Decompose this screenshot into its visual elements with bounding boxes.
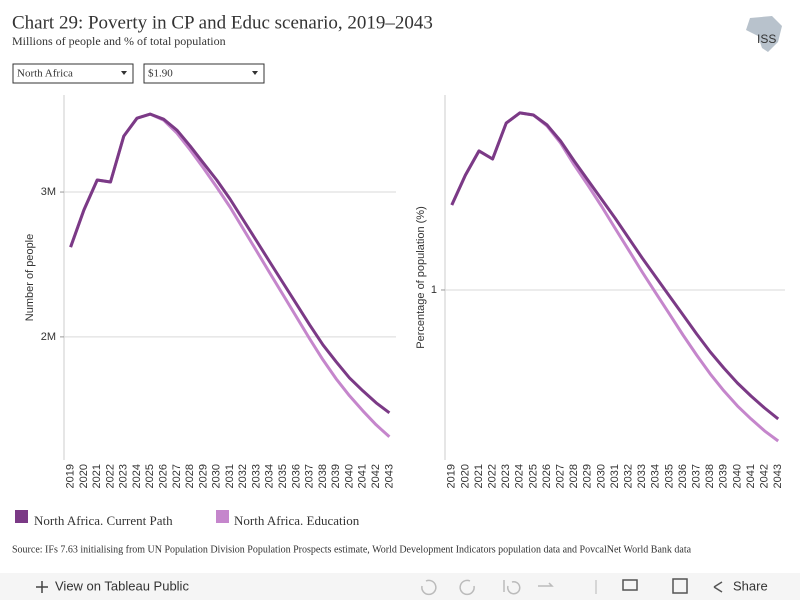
title: Chart 29: Poverty in CP and Educ scenari… — [12, 12, 433, 33]
x-tick-label: 2041 — [745, 464, 757, 488]
x-tick-label: 2035 — [663, 464, 675, 488]
x-tick-label: 2023 — [118, 464, 130, 488]
x-tick-label: 2019 — [446, 464, 458, 488]
legend-label: North Africa. Current Path — [34, 513, 173, 528]
y-tick-label: 3M — [41, 186, 56, 198]
x-tick-label: 2034 — [264, 464, 276, 488]
x-tick-label: 2040 — [731, 464, 743, 488]
x-tick-label: 2031 — [609, 464, 621, 488]
icon — [36, 581, 48, 593]
x-tick-label: 2037 — [691, 464, 703, 488]
x-tick-label: 2025 — [144, 464, 156, 488]
x-tick-label: 2027 — [555, 464, 567, 488]
x-tick-label: 2033 — [250, 464, 262, 488]
x-tick-label: 2028 — [568, 464, 580, 488]
x-tick-label: 2042 — [370, 464, 382, 488]
legend: North Africa. Current Path North Africa.… — [15, 510, 360, 528]
x-tick-label: 2034 — [650, 464, 662, 488]
x-tick-label: 2031 — [224, 464, 236, 488]
y-axis-title: Number of people — [24, 234, 36, 321]
refresh-icon[interactable] — [538, 582, 554, 587]
x-tick-label: 2022 — [487, 464, 499, 488]
dropdown-arrow — [121, 71, 127, 75]
redo-icon[interactable] — [459, 579, 475, 596]
toolbar-icons — [421, 578, 723, 596]
x-tick-label: 2032 — [237, 464, 249, 488]
x-tick-label: 2039 — [330, 464, 342, 488]
view-button[interactable]: View on Tableau Public — [36, 578, 189, 593]
series-line — [69, 112, 391, 414]
x-tick-label: 2032 — [623, 464, 635, 488]
x-tick-label: 2039 — [718, 464, 730, 488]
share-button[interactable]: Share — [733, 578, 768, 593]
logo-map — [746, 16, 782, 52]
x-tick-label: 2020 — [459, 464, 471, 488]
x-tick-label: 2030 — [211, 464, 223, 488]
x-tick-label: 2038 — [704, 464, 716, 488]
x-tick-label: 2026 — [158, 464, 170, 488]
dropdown-value: North Africa — [17, 68, 73, 80]
legend-swatch — [15, 510, 28, 523]
series-line — [450, 111, 780, 443]
x-tick-label: 2035 — [277, 464, 289, 488]
logo: ISS — [746, 16, 782, 52]
legend-swatch — [216, 510, 229, 523]
x-tick-label: 2043 — [383, 464, 395, 488]
x-tick-label: 2025 — [527, 464, 539, 488]
x-tick-label: 2026 — [541, 464, 553, 488]
x-tick-label: 2038 — [317, 464, 329, 488]
y-axis-title: Percentage of population (%) — [415, 206, 427, 348]
y-tick-label: 1 — [431, 284, 437, 296]
dropdown-value: $1.90 — [148, 68, 173, 80]
x-tick-label: 2043 — [772, 464, 784, 488]
x-tick-label: 2021 — [91, 464, 103, 488]
x-tick-label: 2042 — [759, 464, 771, 488]
x-tick-label: 2033 — [636, 464, 648, 488]
x-tick-label: 2037 — [304, 464, 316, 488]
share-icon — [713, 581, 723, 593]
x-tick-label: 2021 — [473, 464, 485, 488]
x-tick-label: 2029 — [582, 464, 594, 488]
x-tick-label: 2022 — [104, 464, 116, 488]
dropdown[interactable] — [143, 63, 265, 84]
x-tick-label: 2024 — [131, 464, 143, 488]
undo-icon[interactable] — [421, 579, 437, 596]
legend-label: North Africa. Education — [234, 513, 360, 528]
filter-region[interactable]: North Africa — [12, 63, 134, 84]
dropdown-arrow — [252, 71, 258, 75]
series-line — [69, 112, 391, 438]
source: Source: IFs 7.63 initialising from UN Po… — [12, 544, 692, 555]
x-tick-label: 2030 — [595, 464, 607, 488]
x-tick-label: 2023 — [500, 464, 512, 488]
x-tick-label: 2041 — [357, 464, 369, 488]
revert-icon[interactable] — [503, 580, 521, 595]
dropdown[interactable] — [12, 63, 134, 84]
x-tick-label: 2036 — [290, 464, 302, 488]
subtitle: Millions of people and % of total popula… — [12, 34, 226, 48]
filter-line[interactable]: $1.90 — [143, 63, 265, 84]
series-line — [450, 111, 780, 421]
device-icon[interactable] — [622, 579, 638, 591]
x-tick-label: 2040 — [343, 464, 355, 488]
logo-text: ISS — [757, 32, 776, 46]
toolbar — [0, 573, 800, 600]
x-tick-label: 2020 — [78, 464, 90, 488]
x-tick-label: 2029 — [197, 464, 209, 488]
view-link[interactable]: View on Tableau Public — [55, 578, 189, 593]
x-tick-label: 2036 — [677, 464, 689, 488]
y-tick-label: 2M — [41, 331, 56, 343]
x-tick-label: 2019 — [65, 464, 77, 488]
x-tick-label: 2024 — [514, 464, 526, 488]
fullscreen-icon[interactable] — [672, 578, 688, 594]
x-tick-label: 2028 — [184, 464, 196, 488]
x-tick-label: 2027 — [171, 464, 183, 488]
